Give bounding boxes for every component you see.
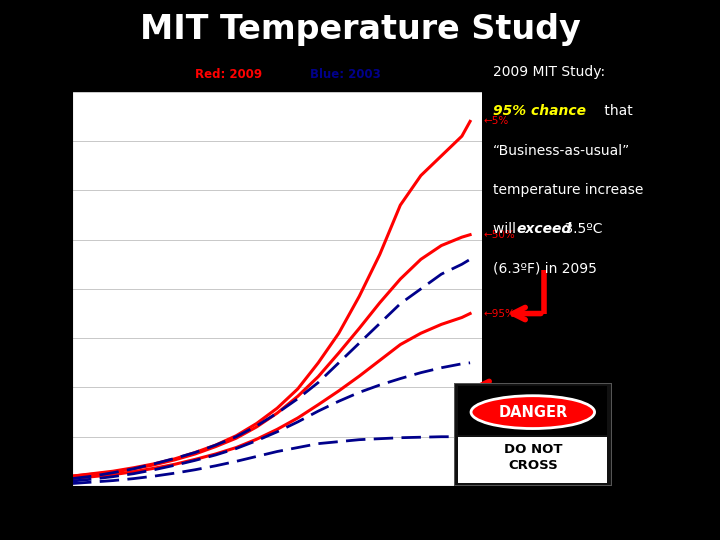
Y-axis label: Surface temperature change (C): Surface temperature change (C) xyxy=(36,193,49,385)
Text: temperature increase: temperature increase xyxy=(493,183,644,197)
Text: (6.3ºF) in 2095: (6.3ºF) in 2095 xyxy=(493,262,597,276)
Text: 3.5ºC: 3.5ºC xyxy=(560,222,603,237)
FancyBboxPatch shape xyxy=(454,383,612,486)
Text: Red: 2009: Red: 2009 xyxy=(195,68,262,81)
FancyBboxPatch shape xyxy=(459,437,607,483)
Text: that: that xyxy=(600,104,632,118)
Text: exceed: exceed xyxy=(516,222,572,237)
Text: MIT Temperature Study: MIT Temperature Study xyxy=(140,14,580,46)
Text: MIT Study: Temperature or Higher Probabilities: MIT Study: Temperature or Higher Probabi… xyxy=(80,40,356,53)
Text: will: will xyxy=(493,222,521,237)
Text: ←50%: ←50% xyxy=(484,230,516,240)
Text: 2009 MIT Study:: 2009 MIT Study: xyxy=(493,65,606,79)
Ellipse shape xyxy=(471,396,595,429)
Text: DANGER: DANGER xyxy=(498,404,567,420)
Text: 95% chance: 95% chance xyxy=(493,104,586,118)
Text: “Business-as-usual”: “Business-as-usual” xyxy=(493,144,631,158)
FancyBboxPatch shape xyxy=(459,387,607,435)
Text: DO NOT
CROSS: DO NOT CROSS xyxy=(503,443,562,472)
Text: ←5%: ←5% xyxy=(484,116,509,126)
X-axis label: Time (years): Time (years) xyxy=(228,514,327,528)
Text: ←95%: ←95% xyxy=(484,308,516,319)
Text: Blue: 2003: Blue: 2003 xyxy=(310,68,381,81)
